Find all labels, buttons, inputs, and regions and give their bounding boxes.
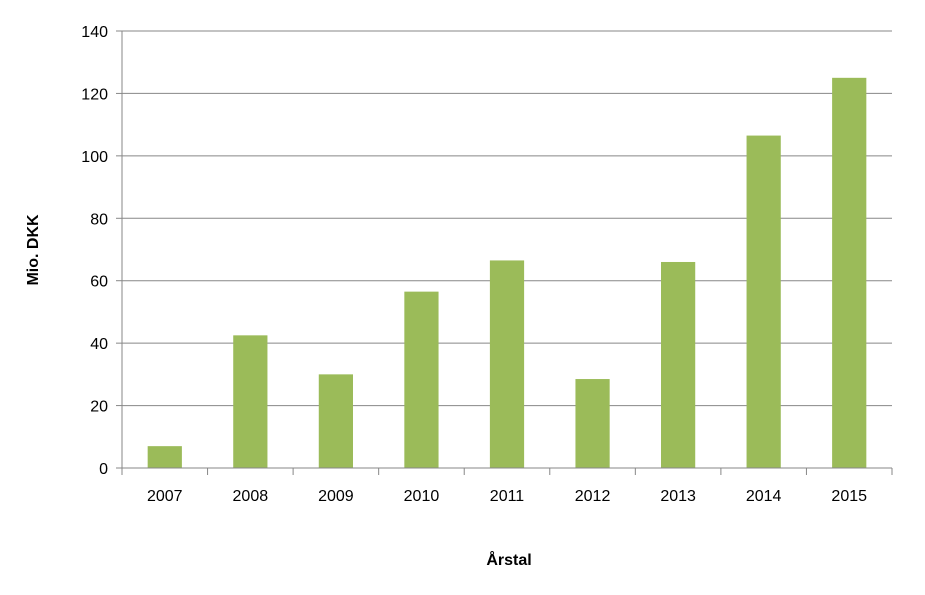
y-tick-label: 100 [81, 149, 108, 166]
y-tick-label: 80 [90, 211, 108, 228]
axes [116, 30, 893, 475]
x-tick-label: 2013 [660, 488, 696, 505]
x-tick-label: 2010 [404, 488, 440, 505]
bar-2007 [147, 446, 182, 468]
y-axis-title: Mio. DKK [25, 214, 42, 286]
y-tick-labels: 0 20 40 60 80 100 120 140 [81, 24, 108, 478]
x-tick-label: 2009 [318, 488, 354, 505]
x-tick-label: 2007 [147, 488, 183, 505]
x-tick-label: 2011 [490, 488, 525, 505]
x-tick-label: 2008 [233, 488, 269, 505]
y-tick-label: 120 [81, 86, 108, 103]
x-tick-label: 2012 [575, 488, 611, 505]
x-tick-labels: 2007 2008 2009 2010 2011 2012 2013 2014 2015 [147, 488, 867, 505]
x-axis-title: Årstal [486, 550, 531, 569]
y-tick-label: 60 [90, 274, 108, 291]
x-tick-label: 2014 [746, 488, 782, 505]
bar-2010 [404, 291, 439, 468]
bars [147, 77, 867, 469]
bar-2009 [318, 374, 353, 468]
bar-2012 [575, 379, 610, 468]
bar-2014 [746, 135, 781, 468]
y-tick-label: 140 [81, 24, 108, 41]
bar-2013 [661, 261, 696, 468]
bar-2015 [832, 77, 867, 469]
y-tick-label: 20 [90, 399, 108, 416]
bar-2011 [489, 260, 525, 468]
y-tick-label: 0 [99, 461, 108, 478]
x-tick-label: 2015 [831, 488, 867, 505]
y-tick-label: 40 [90, 336, 108, 353]
bar-2008 [233, 335, 268, 468]
